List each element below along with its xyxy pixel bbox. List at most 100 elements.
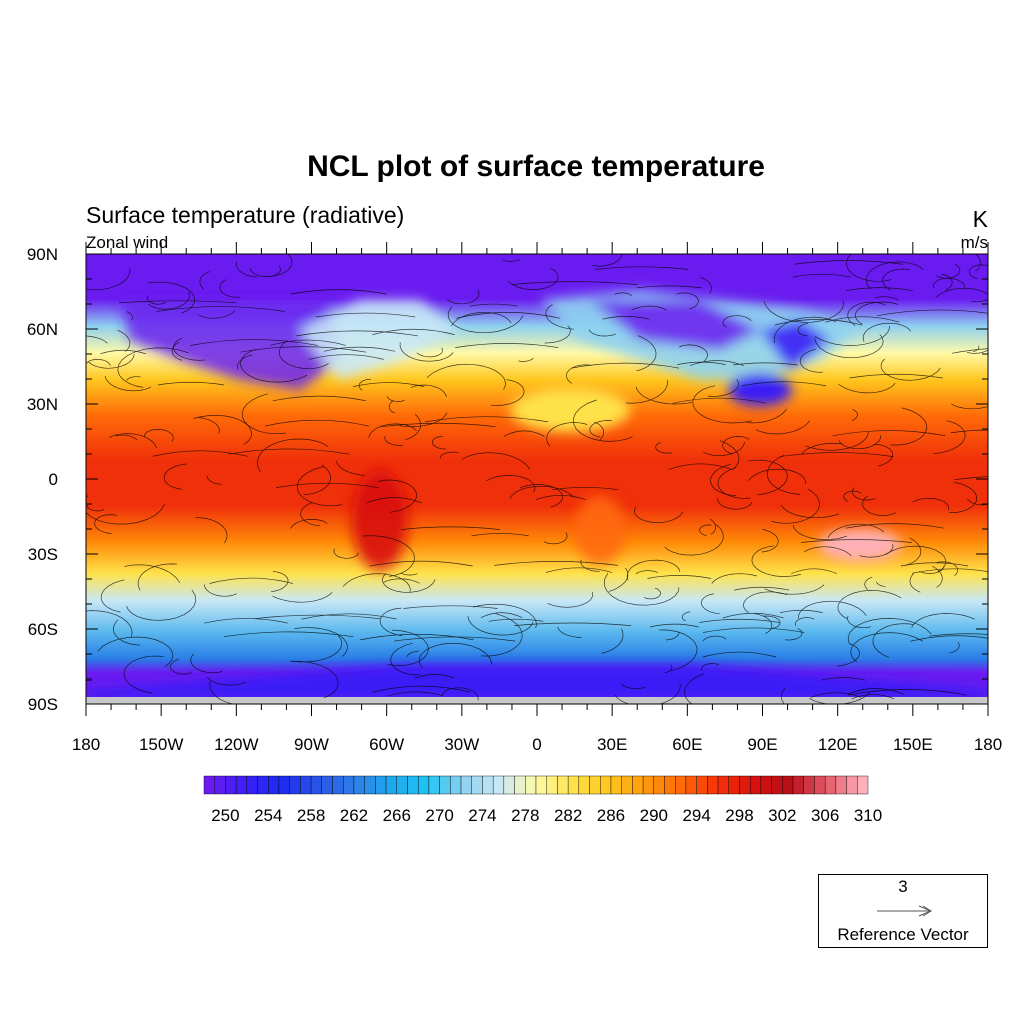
streamline (73, 302, 85, 319)
streamline (390, 642, 420, 676)
streamline (614, 292, 633, 297)
streamline (117, 329, 131, 352)
streamline (766, 454, 801, 495)
streamline (631, 305, 667, 311)
streamline (890, 407, 928, 446)
streamline (100, 579, 125, 613)
streamline (658, 629, 698, 672)
streamline (589, 420, 612, 438)
streamline (859, 544, 894, 558)
streamline (614, 683, 681, 704)
streamline (748, 459, 788, 496)
streamline (722, 612, 784, 619)
streamline (503, 430, 545, 437)
streamline (746, 408, 787, 424)
streamline (301, 613, 397, 620)
streamline (275, 482, 379, 489)
colorbar-box (525, 775, 537, 795)
lon-tick-label: 120W (214, 735, 258, 754)
streamline (794, 617, 815, 626)
colorbar-label: 258 (297, 806, 325, 825)
streamline (249, 266, 281, 278)
streamline (117, 347, 189, 388)
streamline (156, 306, 285, 312)
streamline (235, 261, 258, 278)
streamline (847, 618, 932, 645)
colorbar-box (375, 775, 387, 795)
streamline (263, 254, 293, 277)
streamline (170, 658, 192, 675)
colorbar-label: 254 (254, 806, 282, 825)
lat-tick-label: 90S (28, 695, 58, 714)
colorbar-box (685, 775, 697, 795)
colorbar-box (707, 775, 719, 795)
streamline (86, 610, 133, 637)
streamline (199, 271, 210, 290)
streamline (272, 395, 367, 402)
streamline (416, 347, 443, 358)
streamline (480, 612, 523, 619)
streamline (137, 563, 177, 591)
streamline (455, 312, 561, 319)
streamline (912, 497, 949, 511)
streamline (290, 519, 328, 529)
streamline (94, 514, 117, 534)
streamline (519, 484, 563, 508)
streamline (386, 396, 405, 402)
streamline (195, 517, 228, 544)
colorbar-box (760, 775, 772, 795)
streamline (546, 422, 588, 447)
streamline (773, 316, 836, 344)
streamline (635, 570, 658, 575)
streamline (471, 533, 529, 537)
colorbar-box (257, 775, 269, 795)
streamline (941, 273, 953, 291)
streamline (827, 523, 885, 538)
colorbar-label: 274 (468, 806, 496, 825)
streamline (814, 334, 884, 359)
streamline (668, 463, 733, 471)
streamline (173, 337, 205, 361)
streamline (566, 364, 592, 384)
streamline (109, 433, 157, 449)
lon-tick-label: 180 (72, 735, 100, 754)
streamline (592, 254, 623, 267)
streamline (862, 322, 911, 342)
streamline (447, 289, 480, 305)
reference-vector-legend: 3 Reference Vector (818, 874, 988, 948)
streamline (719, 440, 740, 470)
streamline (358, 379, 371, 391)
streamline (594, 421, 605, 440)
streamline (949, 642, 960, 654)
streamline (123, 655, 164, 694)
streamline (535, 494, 586, 500)
colorbar-box (514, 775, 526, 795)
colorbar-box (300, 775, 312, 795)
streamline (290, 661, 339, 699)
streamline (303, 464, 331, 496)
streamline (885, 545, 947, 573)
streamline (372, 328, 455, 335)
reference-vector-magnitude: 3 (898, 877, 908, 896)
streamline (240, 346, 367, 353)
streamline (761, 528, 779, 553)
streamline (490, 379, 525, 406)
streamline (681, 611, 691, 622)
streamline (406, 650, 419, 658)
colorbar-label: 286 (597, 806, 625, 825)
colorbar-label: 302 (768, 806, 796, 825)
streamline (626, 559, 681, 581)
streamline (481, 613, 523, 657)
streamline (379, 607, 403, 637)
streamline (710, 463, 737, 496)
streamline (780, 452, 894, 457)
streamline (545, 567, 613, 573)
colorbar-box (310, 775, 323, 795)
streamline (703, 627, 805, 633)
streamline (126, 589, 197, 621)
streamline (771, 488, 820, 524)
streamline (265, 419, 369, 427)
streamline (625, 380, 668, 404)
colorbar-box (332, 775, 344, 795)
streamline (621, 683, 645, 690)
